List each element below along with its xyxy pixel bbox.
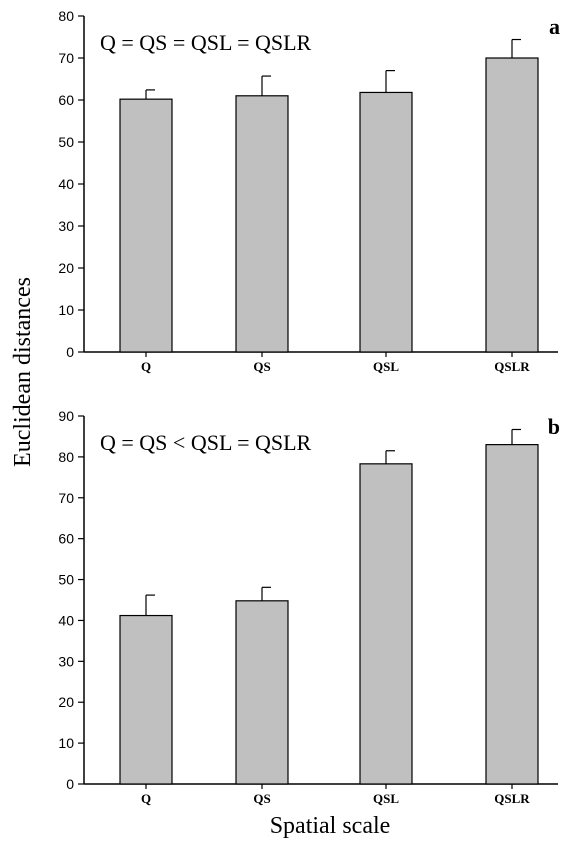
- y-tick-label: 70: [58, 490, 74, 506]
- bar-qs: [235, 95, 289, 353]
- y-tick-label: 30: [58, 653, 74, 669]
- y-tick-label: 80: [58, 449, 74, 465]
- y-tick-label: 10: [58, 735, 74, 751]
- x-tick-label: Q: [141, 359, 151, 374]
- y-tick-label: 20: [58, 260, 74, 276]
- y-tick-label: 90: [58, 408, 74, 424]
- y-tick-label: 30: [58, 218, 74, 234]
- y-tick-label: 50: [58, 134, 74, 150]
- x-tick-label: QSLR: [494, 359, 530, 374]
- panel-label: b: [548, 414, 560, 439]
- bar-q: [119, 614, 173, 785]
- bar-qslr: [485, 57, 539, 353]
- y-axis-title: Euclidean distances: [10, 277, 36, 467]
- y-tick-label: 0: [66, 776, 74, 792]
- y-tick-label: 20: [58, 694, 74, 710]
- x-tick-label: QS: [253, 359, 270, 374]
- panel-label: a: [549, 14, 560, 39]
- x-tick-label: QSL: [373, 359, 399, 374]
- x-tick-label: Q: [141, 791, 151, 806]
- y-tick-label: 70: [58, 50, 74, 66]
- bar-qsl: [359, 91, 413, 353]
- y-tick-label: 0: [66, 344, 74, 360]
- y-tick-label: 60: [58, 531, 74, 547]
- panel-b: 0 10 20 30 40 50 60 70 80 90 Q QS QSL QSLR Q = QS < QS…: [58, 408, 560, 806]
- y-tick-label: 50: [58, 572, 74, 588]
- significance-annotation: Q = QS < QSL = QSLR: [100, 430, 312, 455]
- y-tick-label: 40: [58, 176, 74, 192]
- y-tick-label: 80: [58, 8, 74, 24]
- panel-a: 0 10 20 30 40 50 60 70 80 Q QS QSL QSLR Q = QS = QSL …: [58, 8, 560, 374]
- significance-annotation: Q = QS = QSL = QSLR: [100, 30, 312, 55]
- x-axis-title: Spatial scale: [270, 813, 391, 839]
- x-tick-label: QSL: [373, 791, 399, 806]
- y-tick-label: 40: [58, 612, 74, 628]
- bar-qslr: [485, 444, 539, 785]
- bar-qs: [235, 600, 289, 785]
- y-tick-label: 60: [58, 92, 74, 108]
- bar-q: [119, 98, 173, 353]
- y-tick-label: 10: [58, 302, 74, 318]
- x-tick-label: QS: [253, 791, 270, 806]
- bar-qsl: [359, 463, 413, 785]
- x-tick-label: QSLR: [494, 791, 530, 806]
